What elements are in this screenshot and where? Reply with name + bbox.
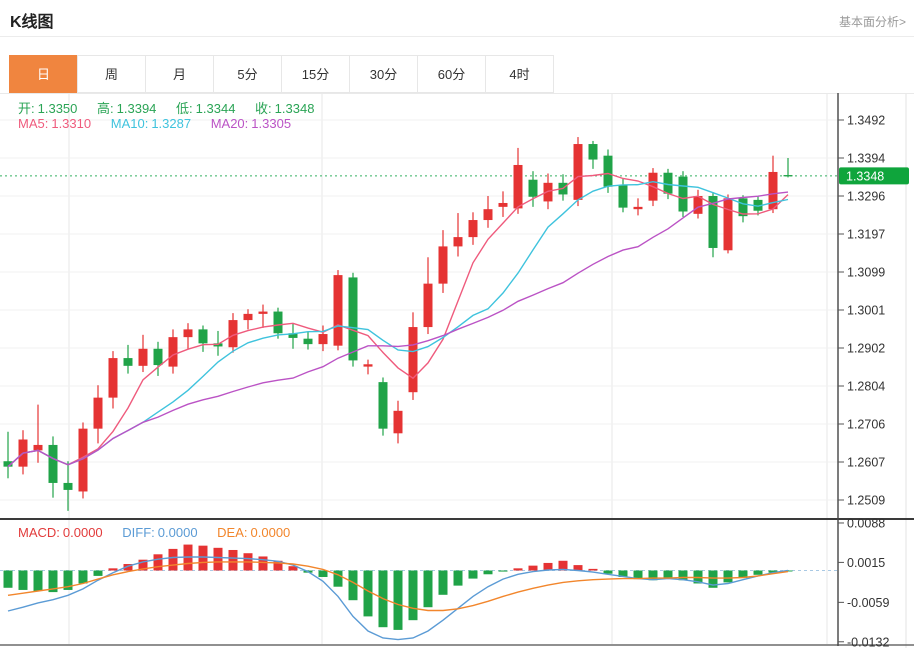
tab-4hour[interactable]: 4时 [485, 55, 554, 93]
tab-30min[interactable]: 30分 [349, 55, 418, 93]
kline-chart-svg[interactable]: 1.3492 1.3394 1.3296 1.3197 1.3099 1.3001 1.29… [0, 93, 914, 648]
macd-legend: MACD: 0.0000 DIFF: 0.0000 DEA: 0.0000 [18, 525, 306, 540]
tab-week[interactable]: 周 [77, 55, 146, 93]
svg-text:1.2706: 1.2706 [847, 418, 885, 432]
tab-day[interactable]: 日 [9, 55, 78, 93]
svg-text:1.3197: 1.3197 [847, 228, 885, 242]
ohlc-legend: 开: 1.3350 高: 1.3394 低: 1.3344 收: 1.3348 [18, 98, 330, 117]
diff-value: DIFF: 0.0000 [122, 525, 198, 540]
tab-5min[interactable]: 5分 [213, 55, 282, 93]
ohlc-high: 高: 1.3394 [97, 101, 157, 116]
svg-text:1.2607: 1.2607 [847, 456, 885, 470]
tab-15min[interactable]: 15分 [281, 55, 350, 93]
fundamental-analysis-link[interactable]: 基本面分析> [838, 15, 906, 29]
macd-value: MACD: 0.0000 [18, 525, 103, 540]
svg-text:1.3296: 1.3296 [847, 190, 885, 204]
dea-value: DEA: 0.0000 [217, 525, 291, 540]
period-tabs: 日 周 月 5分 15分 30分 60分 4时 [9, 55, 554, 93]
svg-text:1.3394: 1.3394 [847, 152, 885, 166]
svg-text:0.0015: 0.0015 [847, 556, 885, 570]
ohlc-close: 收: 1.3348 [255, 101, 315, 116]
ohlc-open: 开: 1.3350 [18, 101, 78, 116]
svg-text:1.2509: 1.2509 [847, 494, 885, 508]
header-divider [0, 36, 914, 37]
tab-60min[interactable]: 60分 [417, 55, 486, 93]
ma20-value: MA20: 1.3305 [210, 116, 292, 131]
svg-text:1.3099: 1.3099 [847, 266, 885, 280]
svg-text:1.3001: 1.3001 [847, 304, 885, 318]
ma-legend: MA5: 1.3310 MA10: 1.3287 MA20: 1.3305 [18, 116, 307, 131]
svg-text:0.0088: 0.0088 [847, 516, 885, 530]
svg-text:1.3492: 1.3492 [847, 114, 885, 128]
svg-text:1.2902: 1.2902 [847, 342, 885, 356]
svg-text:-0.0059: -0.0059 [847, 596, 889, 610]
ma10-value: MA10: 1.3287 [110, 116, 192, 131]
ma5-value: MA5: 1.3310 [18, 116, 92, 131]
svg-text:1.3348: 1.3348 [846, 169, 884, 183]
svg-text:-0.0132: -0.0132 [847, 635, 889, 648]
ohlc-low: 低: 1.3344 [176, 101, 236, 116]
page-title: K线图 [10, 14, 54, 31]
svg-text:1.2804: 1.2804 [847, 380, 885, 394]
tab-month[interactable]: 月 [145, 55, 214, 93]
